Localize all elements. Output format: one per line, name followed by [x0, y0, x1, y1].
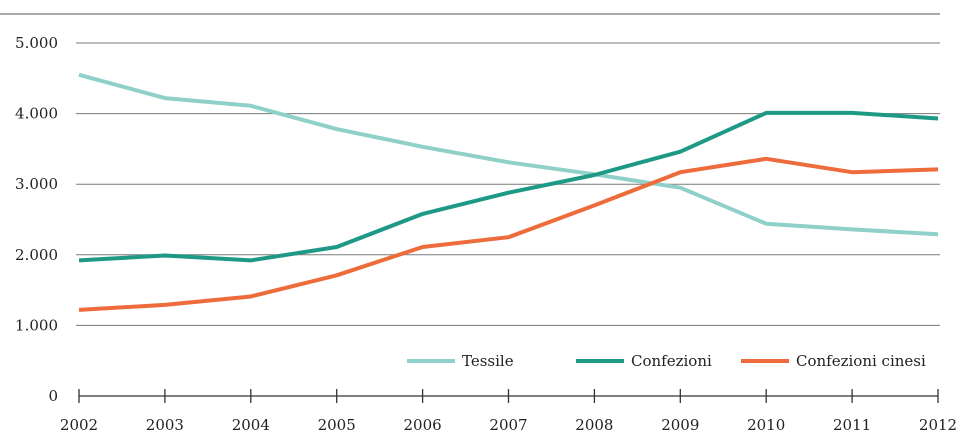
- legend-label: Tessile: [462, 352, 514, 370]
- series-line-confezioni-cinesi: [78, 156, 939, 312]
- y-tick-label: 3.000: [15, 175, 58, 193]
- x-tick-label: 2008: [575, 416, 613, 434]
- x-tick-label: 2011: [833, 416, 871, 434]
- x-tick-label: 2004: [232, 416, 270, 434]
- legend-label: Confezioni cinesi: [796, 352, 926, 370]
- y-tick-label: 4.000: [15, 105, 58, 123]
- legend-item: Tessile: [407, 352, 514, 370]
- x-tick-label: 2005: [318, 416, 356, 434]
- legend-item: Confezioni cinesi: [741, 352, 926, 370]
- x-tick-label: 2003: [146, 416, 184, 434]
- x-tick-label: 2012: [919, 416, 957, 434]
- series-line-tessile: [78, 72, 939, 237]
- series-line-confezioni: [78, 110, 939, 263]
- x-tick-label: 2002: [60, 416, 98, 434]
- x-tick-label: 2006: [404, 416, 442, 434]
- y-axis-ticks: 0 1.000 2.000 3.000 4.000 5.000: [15, 34, 58, 405]
- x-tick-label: 2007: [489, 416, 527, 434]
- gridlines: [76, 42, 940, 326]
- y-tick-label: 5.000: [15, 34, 58, 52]
- legend: Tessile Confezioni Confezioni cinesi: [407, 352, 926, 370]
- x-tick-label: 2009: [661, 416, 699, 434]
- x-tick-label: 2010: [747, 416, 785, 434]
- legend-item: Confezioni: [576, 352, 712, 370]
- legend-label: Confezioni: [631, 352, 712, 370]
- y-tick-label: 1.000: [15, 316, 58, 334]
- y-tick-label: 2.000: [15, 246, 58, 264]
- series-lines: [78, 72, 939, 312]
- y-tick-label: 0: [48, 387, 58, 405]
- x-axis: 2002 2003 2004 2005 2006 2007 2008 2009 2010 2011…: [60, 389, 957, 434]
